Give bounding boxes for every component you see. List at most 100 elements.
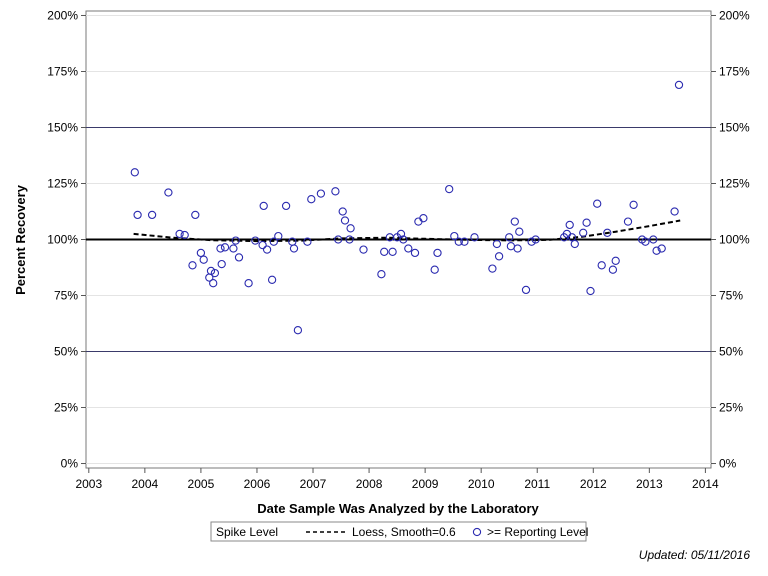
- data-point: [359, 245, 368, 254]
- data-point: [450, 231, 459, 241]
- y-tick-label-right: 125%: [719, 176, 750, 190]
- data-point: [649, 235, 658, 244]
- data-point: [419, 214, 428, 223]
- data-point: [209, 279, 218, 288]
- data-point: [340, 216, 350, 225]
- x-tick-label: 2006: [244, 477, 271, 491]
- data-point: [510, 217, 519, 226]
- data-point: [492, 239, 502, 249]
- data-point: [433, 248, 442, 258]
- y-tick-label-left: 125%: [47, 176, 78, 190]
- data-point: [188, 261, 197, 270]
- data-point: [316, 189, 326, 198]
- data-point: [234, 253, 244, 262]
- data-point: [611, 256, 620, 265]
- data-point: [303, 237, 312, 246]
- data-point: [334, 235, 343, 244]
- x-axis-label: Date Sample Was Analyzed by the Laborato…: [257, 501, 539, 516]
- data-point: [565, 220, 574, 230]
- data-point: [281, 201, 291, 211]
- x-tick-label: 2009: [412, 477, 439, 491]
- legend: Spike Level Loess, Smooth=0.6 >= Reporti…: [210, 521, 588, 542]
- y-tick-label-left: 75%: [54, 289, 78, 303]
- data-point: [608, 265, 618, 274]
- data-point: [570, 239, 579, 249]
- data-point: [652, 246, 661, 255]
- x-tick-label: 2005: [188, 477, 215, 491]
- data-point: [641, 237, 650, 246]
- legend-entry-spike-level: Spike Level: [216, 525, 278, 539]
- data-point: [521, 285, 531, 295]
- data-point: [267, 275, 277, 284]
- y-tick-label-right: 100%: [719, 233, 750, 247]
- data-point: [259, 201, 268, 211]
- data-point: [377, 270, 386, 279]
- data-point: [460, 237, 469, 246]
- x-tick-label: 2011: [524, 477, 550, 491]
- data-point: [262, 245, 272, 254]
- data-point: [130, 168, 139, 177]
- y-tick-label-left: 0%: [61, 457, 79, 471]
- y-tick-label-left: 25%: [54, 401, 78, 415]
- data-point: [515, 227, 524, 236]
- y-tick-label-right: 50%: [719, 345, 743, 359]
- data-point: [307, 195, 316, 204]
- data-point: [220, 243, 230, 252]
- x-tick-label: 2004: [132, 477, 159, 491]
- legend-entry-loess: Loess, Smooth=0.6: [352, 525, 456, 539]
- data-point: [216, 244, 225, 253]
- data-point: [488, 264, 497, 273]
- data-point: [346, 224, 355, 233]
- data-point: [231, 236, 240, 245]
- data-point: [582, 218, 591, 227]
- y-tick-label-right: 200%: [719, 8, 750, 22]
- y-tick-label-left: 200%: [47, 8, 78, 22]
- data-point: [586, 286, 595, 296]
- data-point: [593, 199, 602, 208]
- data-point: [399, 235, 408, 244]
- data-point: [445, 184, 454, 194]
- legend-point-symbol: [472, 527, 482, 537]
- y-tick-label-right: 75%: [719, 289, 743, 303]
- y-tick-label-right: 0%: [719, 457, 737, 471]
- data-point: [258, 240, 267, 250]
- data-point: [531, 235, 540, 244]
- x-tick-label: 2007: [300, 477, 327, 491]
- x-tick-label: 2010: [468, 477, 495, 491]
- y-tick-label-right: 150%: [719, 120, 750, 134]
- data-point: [380, 247, 389, 256]
- y-tick-label-right: 175%: [719, 64, 750, 78]
- data-point: [293, 326, 303, 335]
- data-point: [404, 244, 413, 253]
- data-point: [629, 200, 638, 209]
- data-point: [388, 247, 397, 256]
- data-point: [164, 188, 173, 197]
- data-point: [180, 230, 189, 240]
- loess-layer: [133, 219, 681, 243]
- data-point: [175, 229, 184, 239]
- data-point: [199, 255, 208, 264]
- data-point: [289, 244, 299, 253]
- data-point: [623, 217, 633, 226]
- data-point: [269, 237, 278, 246]
- data-point: [210, 268, 220, 278]
- data-point: [430, 265, 439, 274]
- data-point: [670, 207, 679, 216]
- data-point: [217, 259, 226, 269]
- data-point: [494, 252, 504, 261]
- y-axis-right-ticks: 0% 25% 50% 75% 100% 125% 150% 175% 200%: [711, 8, 750, 471]
- data-point: [191, 210, 200, 220]
- y-tick-label-left: 150%: [47, 120, 78, 134]
- x-tick-label: 2014: [692, 477, 719, 491]
- data-point: [338, 207, 347, 216]
- data-point: [147, 210, 157, 220]
- x-tick-label: 2013: [636, 477, 663, 491]
- data-point: [196, 248, 206, 258]
- y-axis-left-ticks: 0% 25% 50% 75% 100% 125% 150% 175% 200%: [47, 8, 86, 471]
- data-point: [603, 228, 612, 237]
- scatter-points: [130, 80, 684, 335]
- data-point: [454, 237, 463, 246]
- legend-box: [210, 521, 587, 542]
- data-point: [567, 233, 577, 242]
